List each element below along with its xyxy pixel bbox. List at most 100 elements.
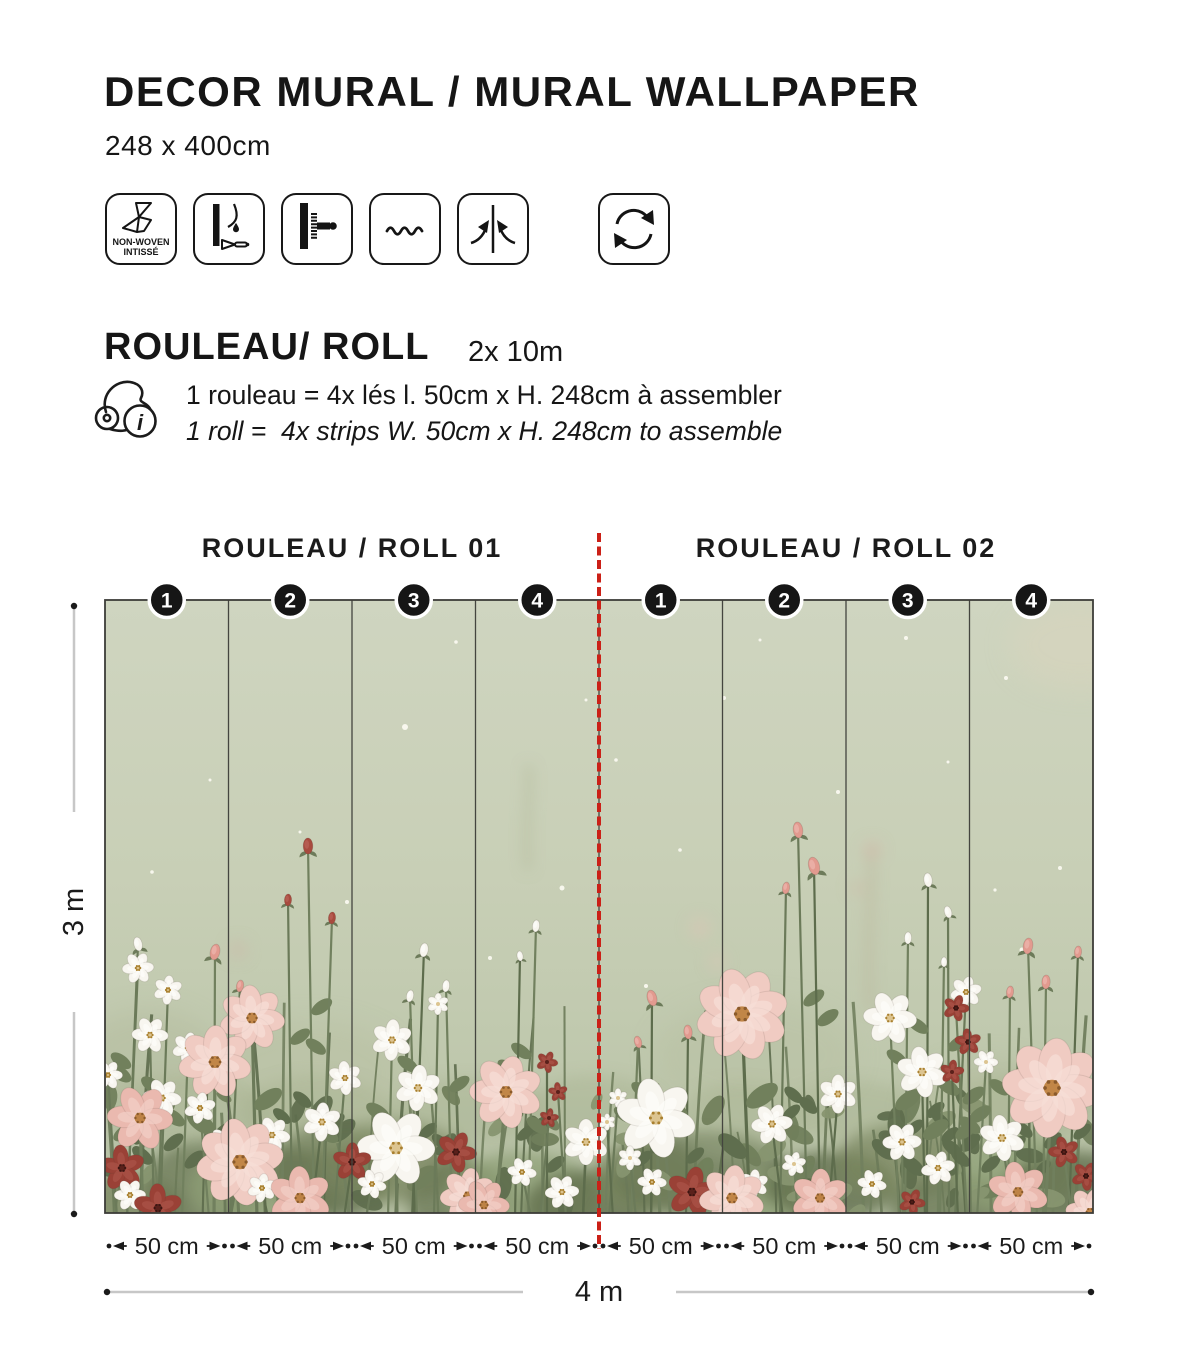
flower [303,1102,341,1142]
strip-width-dimension: 50 cm [106,1233,227,1259]
flower [857,1169,887,1199]
flower [372,1018,412,1062]
feature-tile-non-woven: NON-WOVEN INTISSÉ [105,193,177,265]
feature-tile-recyclable [598,193,670,265]
roll-info-icon: i [92,372,172,449]
strip-number-badge: 1 [641,580,680,620]
page-title: DECOR MURAL / MURAL WALLPAPER [104,68,920,115]
roll-1-label: ROULEAU / ROLL 01 [202,533,503,563]
height-label: 3 m [58,888,90,936]
roll-info-en: 1 roll = 4x strips W. 50cm x H. 248cm to… [186,416,783,446]
strip-width-label: 50 cm [135,1233,199,1259]
strip-width-label: 50 cm [876,1233,940,1259]
flower [436,1132,478,1173]
flower [979,1114,1025,1162]
strip-number: 1 [655,590,667,613]
flower [357,1169,387,1199]
roll-info-fr: 1 rouleau = 4x lés l. 50cm x H. 248cm à … [186,380,782,410]
non-woven-label-line2: INTISSÉ [123,247,158,257]
strip-width-label: 50 cm [752,1233,816,1259]
flower [618,1145,642,1171]
mural-artwork [105,600,1093,1213]
straight-match-icon [470,205,516,253]
flower [506,1157,538,1187]
flower [943,994,970,1022]
flower [184,1091,216,1125]
flower [598,1112,616,1132]
flower [988,1161,1048,1213]
strip-number: 2 [284,590,296,613]
feature-icons-row: NON-WOVEN INTISSÉ [105,193,686,265]
strip-width-label: 50 cm [629,1233,693,1259]
strip-number: 3 [902,590,914,613]
flower [121,952,155,984]
flower [940,1059,965,1084]
strip-number-badge: 4 [518,580,557,620]
flower [1071,1162,1093,1192]
flower [539,1107,560,1128]
flower [547,1081,568,1102]
flower [270,1165,330,1213]
strip-width-label: 50 cm [505,1233,569,1259]
roll-section-heading: ROULEAU/ ROLL [104,326,430,368]
strip-width-dimension: 50 cm [353,1233,474,1259]
feature-tile-paste-the-wall [193,193,265,265]
flower [897,1046,947,1098]
flower [1047,1136,1079,1168]
total-width-dimension: 4 m [103,1276,1095,1308]
flower [899,1189,926,1213]
flower [219,984,286,1050]
mural-buds [132,821,1084,1052]
flower [881,1123,923,1161]
flower [427,992,449,1016]
flower [536,1051,559,1074]
strip-number-badge: 2 [271,580,310,620]
strip-number-badge: 3 [888,580,927,620]
flower [468,1055,541,1129]
flower [178,1024,252,1097]
info-i-glyph: i [137,410,144,435]
feature-tile-spongeable [369,193,441,265]
flower [973,1050,999,1074]
strip-number-badge: 4 [1012,580,1051,620]
strip-width-label: 50 cm [999,1233,1063,1259]
flower [544,1175,580,1209]
flower [106,1087,174,1149]
flower [1001,1037,1093,1139]
product-size: 248 x 400cm [105,130,271,161]
flower [820,1073,856,1115]
strip-width-dimension: 50 cm [600,1233,721,1259]
strip-width-label: 50 cm [382,1233,446,1259]
flower [328,1060,362,1096]
mural-blurred-hints [228,764,881,1011]
roll-quantity: 2x 10m [468,336,564,368]
strip-width-dimension: 50 cm [230,1233,351,1259]
mural-flowers [105,952,1093,1213]
smoothing-brush-icon [300,203,337,249]
flower [698,1164,764,1213]
non-woven-label-line1: NON-WOVEN [113,237,170,247]
strip-number: 1 [161,590,173,613]
flower [457,1181,511,1213]
flower [105,1061,124,1089]
flower [247,1173,277,1203]
strip-number: 2 [778,590,790,613]
strip-width-dimension: 50 cm [477,1233,598,1259]
flower [781,1151,807,1177]
recyclable-icon [614,208,654,250]
strip-number: 3 [408,590,420,613]
spongeable-icon [385,226,424,236]
flower [395,1064,441,1112]
feature-tile-smoothing-brush [281,193,353,265]
flower [636,1168,668,1196]
paste-the-wall-icon [213,203,250,250]
strip-number-badge: 3 [394,580,433,620]
flower [616,1078,696,1158]
flower [792,1168,848,1213]
flower [862,992,918,1044]
strip-width-dimension: 50 cm [971,1233,1092,1259]
flower [920,1151,956,1185]
strip-number: 4 [1025,590,1037,613]
strip-number-badge: 1 [147,580,186,620]
